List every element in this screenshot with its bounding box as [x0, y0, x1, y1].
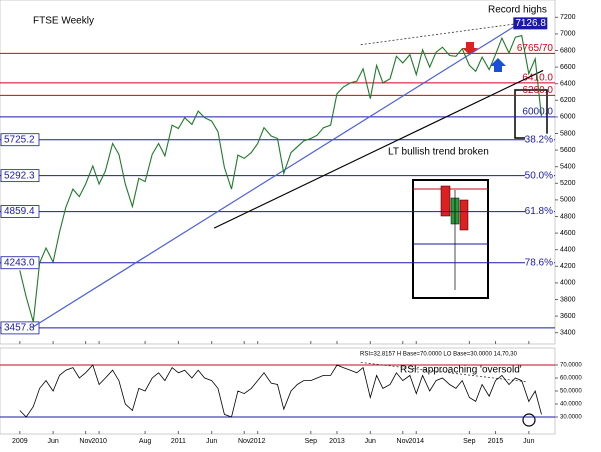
inset-candle	[459, 199, 469, 231]
annotation: Record highs	[488, 5, 547, 16]
fib-pct-box	[525, 169, 554, 182]
y-tick-label: 70.0000	[560, 363, 582, 369]
y-tick-label: 5800	[560, 130, 576, 137]
x-tick-label: Nov	[238, 438, 251, 445]
fib-label: 3457.8	[4, 323, 35, 334]
y-tick-label: 6000	[560, 114, 576, 121]
fib-label: 4859.4	[4, 206, 35, 217]
arrow-down	[462, 42, 478, 55]
fib-label: 5292.3	[4, 170, 35, 181]
x-tick-label: Jun	[365, 438, 376, 445]
x-tick-label: 2012	[250, 438, 266, 445]
y-tick-label: 3400	[560, 330, 576, 337]
y-tick-label: 40.0000	[560, 402, 582, 408]
rsi-panel	[0, 347, 556, 435]
fib-box	[0, 169, 40, 183]
chart-title: FTSE Weekly	[33, 16, 94, 27]
y-tick-label: 4600	[560, 230, 576, 237]
y-tick-label: 5200	[560, 180, 576, 187]
x-tick-label: 2013	[329, 438, 345, 445]
x-tick-label: 2014	[408, 438, 424, 445]
level-label: 6000.0	[522, 107, 553, 118]
fib-box	[0, 133, 40, 147]
x-tick-label: 2010	[91, 438, 107, 445]
x-tick-label: Sep	[305, 438, 318, 445]
price-line	[19, 34, 543, 323]
y-tick-label: 6800	[560, 47, 576, 54]
fib-label: 4243.0	[4, 257, 35, 268]
y-tick-label: 6400	[560, 81, 576, 88]
fib-pct-label: 61.8%	[525, 206, 553, 217]
y-tick-label: 4400	[560, 247, 576, 254]
high-box	[513, 17, 548, 30]
arrow-up	[490, 58, 506, 72]
fib-pct-box	[525, 133, 554, 146]
y-tick-label: 6600	[560, 64, 576, 71]
trend-line	[360, 22, 520, 46]
rsi-legend: RSI=32.8157 H Base=70.0000 LO Base=30.00…	[360, 352, 518, 358]
rsi-line	[19, 364, 542, 418]
y-tick-label: 5000	[560, 197, 576, 204]
x-tick-label: Nov	[397, 438, 410, 445]
y-tick-label: 50.0000	[560, 389, 582, 395]
y-tick-label: 7000	[560, 31, 576, 38]
fib-label: 5725.2	[4, 134, 35, 145]
rsi-title: RSI: approaching 'oversold'	[400, 365, 522, 376]
annotation: LT bullish trend broken	[388, 147, 489, 158]
trend-line	[31, 22, 520, 329]
fib-pct-box	[525, 256, 554, 269]
x-tick-label: Aug	[139, 438, 152, 445]
fib-box	[0, 321, 40, 335]
oversold-circle	[522, 413, 536, 427]
fib-box	[0, 256, 40, 270]
y-tick-label: 4800	[560, 213, 576, 220]
x-tick-label: 2011	[171, 438, 186, 445]
y-tick-label: 5600	[560, 147, 576, 154]
x-tick-label: Jun	[47, 438, 58, 445]
x-tick-label: Jun	[523, 438, 534, 445]
level-label: 6765/70	[517, 43, 554, 54]
y-tick-label: 4000	[560, 280, 576, 287]
y-tick-label: 3600	[560, 313, 576, 320]
level-label: 6410.0	[522, 73, 553, 84]
y-tick-label: 7200	[560, 14, 576, 21]
y-tick-label: 5400	[560, 164, 576, 171]
x-tick-label: Sep	[463, 438, 476, 445]
y-tick-label: 4200	[560, 263, 576, 270]
fib-pct-label: 78.6%	[525, 257, 553, 268]
fib-pct-label: 38.2%	[525, 134, 553, 145]
level-label: 6260.0	[522, 85, 553, 96]
y-tick-label: 3800	[560, 296, 576, 303]
trend-line	[213, 69, 544, 229]
x-tick-label: 2009	[12, 438, 28, 445]
fib-box	[0, 205, 40, 218]
x-tick-label: Jun	[206, 438, 217, 445]
inset-candle	[440, 185, 451, 217]
x-tick-label: Nov	[79, 438, 92, 445]
zoom-inset	[412, 179, 489, 299]
fib-pct-box	[525, 205, 554, 218]
y-tick-label: 30.0000	[560, 415, 582, 421]
high-label: 7126.8	[515, 18, 546, 29]
y-tick-label: 60.0000	[560, 376, 582, 382]
y-tick-label: 6200	[560, 97, 576, 104]
fib-pct-label: 50.0%	[525, 170, 553, 181]
x-tick-label: 2015	[488, 438, 504, 445]
